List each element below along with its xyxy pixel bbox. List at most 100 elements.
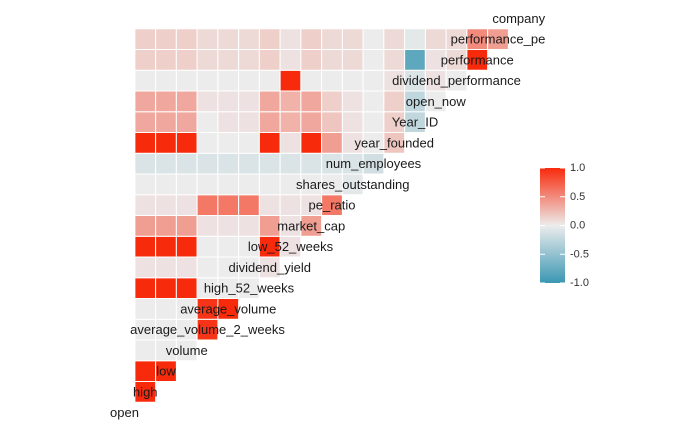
colorbar-tick-label: -1.0 xyxy=(570,277,589,289)
colorbar-tick-label: 0.5 xyxy=(570,191,585,203)
cell-num_employees-high xyxy=(155,152,177,175)
cell-open_now-volume xyxy=(196,90,219,113)
cell-performance_pe-num_employees xyxy=(383,28,406,50)
cell-performance_pe-dividend_yield xyxy=(279,28,302,50)
cell-year_founded-open xyxy=(134,132,157,154)
variable-labels: open high low volume average_volume_2_weeks a… xyxy=(110,11,546,420)
cell-year_founded-dividend_yield xyxy=(279,132,302,154)
cell-dividend_performance-open xyxy=(134,69,157,92)
cell-shares_outstanding-average_volume_2_weeks xyxy=(217,173,240,196)
cell-shares_outstanding-average_volume xyxy=(238,173,260,196)
cell-low_52_weeks-low xyxy=(175,235,198,258)
cell-num_employees-average_volume xyxy=(238,152,260,175)
cell-dividend_performance-high_52_weeks xyxy=(258,69,281,92)
label-num_employees: num_employees xyxy=(326,156,422,171)
cell-performance_pe-low xyxy=(175,28,198,50)
label-performance: performance xyxy=(441,52,514,67)
label-performance_pe: performance_pe xyxy=(451,32,546,47)
cell-performance_pe-average_volume xyxy=(238,28,260,50)
cell-performance_pe-performance xyxy=(487,28,509,50)
cell-low-open xyxy=(134,360,157,382)
cell-num_employees-low_52_weeks xyxy=(300,152,323,175)
cell-year_founded-volume xyxy=(196,132,219,154)
cell-num_employees-volume xyxy=(196,152,219,175)
cell-performance_pe-market_cap xyxy=(321,28,343,50)
cell-dividend_performance-low_52_weeks xyxy=(300,69,323,92)
cell-performance-market_cap xyxy=(321,49,343,71)
cell-pe_ratio-high xyxy=(155,194,177,216)
cell-Year_ID-average_volume_2_weeks xyxy=(217,111,240,133)
cell-year_founded-average_volume_2_weeks xyxy=(217,132,240,154)
cell-low_52_weeks-high xyxy=(155,235,177,258)
cell-open_now-low_52_weeks xyxy=(300,90,323,113)
cell-shares_outstanding-open xyxy=(134,173,157,196)
cell-Year_ID-low_52_weeks xyxy=(300,111,323,133)
label-volume: volume xyxy=(166,343,208,358)
cell-low_52_weeks-volume xyxy=(196,235,219,258)
cell-Year_ID-pe_ratio xyxy=(341,111,364,133)
cell-Year_ID-open xyxy=(134,111,157,133)
cell-dividend_yield-high xyxy=(155,256,177,279)
cell-open_now-high xyxy=(155,90,177,113)
cell-market_cap-average_volume xyxy=(238,215,260,237)
cell-year_founded-low xyxy=(175,132,198,154)
cell-Year_ID-high_52_weeks xyxy=(258,111,281,133)
cell-average_volume-open xyxy=(134,298,157,320)
cell-performance-average_volume_2_weeks xyxy=(217,49,240,71)
label-pe_ratio: pe_ratio xyxy=(309,198,356,213)
cell-Year_ID-dividend_yield xyxy=(279,111,302,133)
cell-high_52_weeks-low xyxy=(175,277,198,299)
cell-performance_pe-shares_outstanding xyxy=(362,28,385,50)
cell-performance_pe-high xyxy=(155,28,177,50)
heatmap-cells xyxy=(134,28,509,403)
colorbar-tick-label: -0.5 xyxy=(570,248,589,260)
label-Year_ID: Year_ID xyxy=(392,115,439,130)
cell-performance-open xyxy=(134,49,157,71)
cell-open_now-dividend_yield xyxy=(279,90,302,113)
label-high: high xyxy=(133,384,158,399)
cell-performance_pe-average_volume_2_weeks xyxy=(217,28,240,50)
cell-open_now-average_volume_2_weeks xyxy=(217,90,240,113)
cell-year_founded-average_volume xyxy=(238,132,260,154)
cell-dividend_yield-low xyxy=(175,256,198,279)
cell-performance_pe-Year_ID xyxy=(424,28,447,50)
cell-performance-pe_ratio xyxy=(341,49,364,71)
colorbar-tick-label: 0.0 xyxy=(570,220,585,232)
cell-num_employees-high_52_weeks xyxy=(258,152,281,175)
cell-Year_ID-low xyxy=(175,111,198,133)
cell-pe_ratio-volume xyxy=(196,194,219,216)
cell-dividend_performance-shares_outstanding xyxy=(362,69,385,92)
label-open: open xyxy=(110,405,139,420)
cell-num_employees-low xyxy=(175,152,198,175)
cell-high_52_weeks-open xyxy=(134,277,157,299)
label-high_52_weeks: high_52_weeks xyxy=(204,281,295,296)
cell-performance-high_52_weeks xyxy=(258,49,281,71)
cell-pe_ratio-dividend_yield xyxy=(279,194,302,216)
cell-shares_outstanding-low xyxy=(175,173,198,196)
cell-market_cap-high xyxy=(155,215,177,237)
cell-num_employees-open xyxy=(134,152,157,175)
colorbar-legend: 1.0 0.5 0.0 -0.5 -1.0 xyxy=(540,162,589,289)
cell-volume-open xyxy=(134,339,157,362)
cell-open_now-shares_outstanding xyxy=(362,90,385,113)
cell-Year_ID-average_volume xyxy=(238,111,260,133)
cell-num_employees-dividend_yield xyxy=(279,152,302,175)
cell-performance_pe-year_founded xyxy=(404,28,426,50)
cell-dividend_performance-average_volume_2_weeks xyxy=(217,69,240,92)
cell-pe_ratio-high_52_weeks xyxy=(258,194,281,216)
cell-dividend_yield-volume xyxy=(196,256,219,279)
cell-dividend_performance-low xyxy=(175,69,198,92)
label-low_52_weeks: low_52_weeks xyxy=(248,239,334,254)
cell-year_founded-high_52_weeks xyxy=(258,132,281,154)
label-company: company xyxy=(492,11,545,26)
cell-open_now-pe_ratio xyxy=(341,90,364,113)
cell-performance_pe-pe_ratio xyxy=(341,28,364,50)
cell-pe_ratio-average_volume xyxy=(238,194,260,216)
colorbar-ticks: 1.0 0.5 0.0 -0.5 -1.0 xyxy=(540,162,589,289)
cell-dividend_yield-open xyxy=(134,256,157,279)
cell-dividend_performance-market_cap xyxy=(321,69,343,92)
cell-performance-volume xyxy=(196,49,219,71)
label-average_volume_2_weeks: average_volume_2_weeks xyxy=(130,322,285,337)
cell-dividend_performance-pe_ratio xyxy=(341,69,364,92)
cell-performance-high xyxy=(155,49,177,71)
